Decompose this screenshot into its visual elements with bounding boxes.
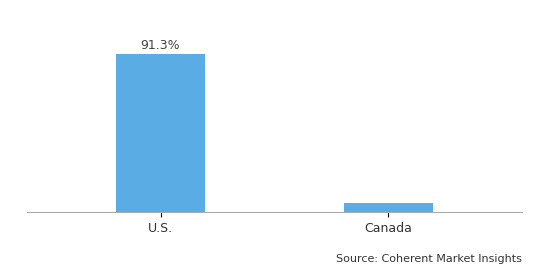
- Text: Source: Coherent Market Insights: Source: Coherent Market Insights: [336, 254, 522, 264]
- Bar: [344, 203, 433, 212]
- Text: 91.3%: 91.3%: [141, 39, 180, 51]
- Bar: [116, 54, 205, 212]
